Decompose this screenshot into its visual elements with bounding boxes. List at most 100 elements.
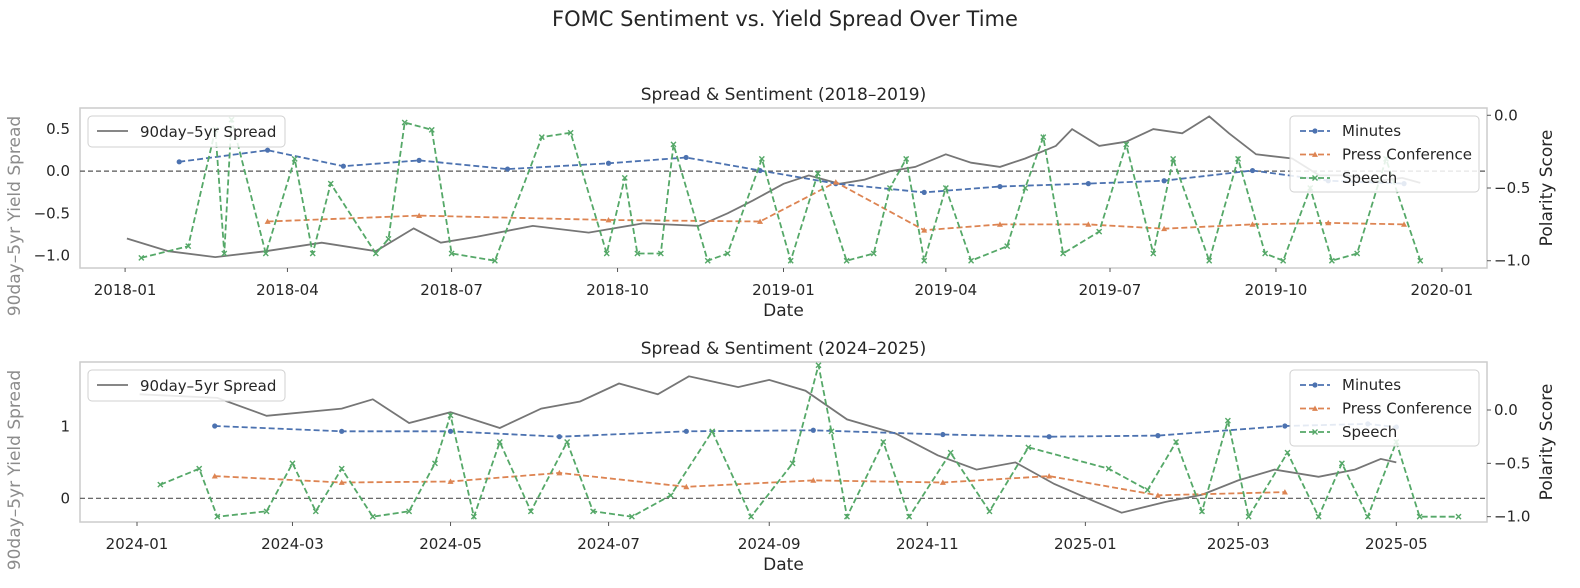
press-conference-point [683, 483, 690, 490]
y-tick-label: −1.0 [34, 246, 70, 264]
legend-marker-press-conference [1312, 405, 1318, 411]
speech-point [1416, 513, 1423, 520]
speech-point [603, 250, 610, 257]
minutes-point [340, 163, 346, 169]
speech-point [724, 250, 731, 257]
speech-point [496, 439, 503, 445]
speech-point [1206, 257, 1213, 264]
speech-point [1173, 439, 1180, 445]
press-conference-point [757, 218, 764, 224]
y2-tick-label: 0.0 [1494, 401, 1518, 419]
speech-point [1245, 513, 1252, 520]
minutes-point [1249, 167, 1256, 174]
speech-point [196, 465, 203, 472]
press-conference-point [556, 469, 563, 476]
speech-point [1144, 487, 1151, 493]
speech-point [1096, 228, 1103, 235]
press-conference-point [211, 473, 218, 479]
minutes-point [1155, 433, 1161, 439]
press-conference-point [1325, 219, 1332, 226]
press-conference-point [996, 221, 1003, 227]
x-tick-label: 2018-04 [256, 281, 319, 299]
minutes-point [1085, 181, 1091, 187]
speech-point [406, 508, 413, 515]
legend-label-minutes: Minutes [1342, 376, 1401, 394]
press-conference-point [832, 179, 839, 185]
speech-point [1262, 250, 1269, 257]
legend-box [1289, 115, 1480, 193]
speech-point [447, 412, 454, 419]
speech-point [527, 508, 534, 515]
speech-point [828, 428, 835, 435]
legend-marker-minutes [1312, 382, 1318, 388]
legend-marker-minutes [1312, 128, 1318, 134]
press-conference-point [1249, 221, 1256, 227]
y-tick-label: 0 [60, 489, 70, 507]
speech-point [185, 243, 192, 250]
y-tick-label: 1 [60, 418, 70, 436]
speech-line [159, 364, 1459, 520]
press-conference-point [338, 479, 345, 485]
legend-marker-press-conference [1312, 151, 1318, 157]
speech-point [634, 250, 641, 257]
minutes-point [416, 157, 422, 163]
minutes-point [683, 154, 689, 161]
speech-point [1004, 243, 1011, 250]
speech-point [327, 180, 334, 187]
legend-marker-speech [1312, 429, 1318, 435]
speech-point [968, 257, 975, 264]
x-tick-label: 2024-03 [261, 535, 324, 553]
y-tick-label: 0.5 [46, 120, 70, 138]
legend-spread: 90day–5yr Spread [87, 115, 286, 148]
speech-point [221, 250, 228, 257]
speech-point [947, 449, 954, 456]
press-conference-line [214, 471, 1285, 497]
speech-point [1284, 449, 1291, 456]
press-conference-point [939, 479, 946, 485]
speech-point [709, 428, 716, 435]
speech-point [843, 257, 850, 264]
speech-point [291, 155, 298, 162]
press-conference-point [1046, 473, 1053, 479]
speech-point [748, 513, 755, 520]
panel-2018-2019: Spread & Sentiment (2018–2019) 2018-01 201… [5, 85, 1557, 321]
speech-point [1025, 444, 1032, 451]
figure-title: FOMC Sentiment vs. Yield Spread Over Tim… [552, 7, 1018, 31]
speech-point [590, 508, 597, 515]
minutes-line [179, 149, 1405, 194]
speech-point [401, 119, 408, 126]
legend-label-press-conference: Press Conference [1342, 146, 1472, 164]
speech-point [1417, 257, 1424, 264]
y2-axis-label: Polarity Score [1537, 384, 1557, 501]
speech-point [903, 155, 910, 162]
speech-point [1123, 141, 1130, 148]
speech-point [338, 465, 345, 472]
x-axis-label: Date [763, 301, 804, 321]
y-tick-label: 0.0 [46, 162, 70, 180]
speech-point [1280, 257, 1287, 264]
minutes-point [683, 428, 689, 434]
legend-label-speech: Speech [1342, 423, 1397, 441]
axes-frame [79, 107, 1488, 269]
subplot-title: Spread & Sentiment (2018–2019) [641, 85, 927, 105]
spread-line [139, 375, 1397, 514]
minutes-point [1046, 434, 1052, 440]
spread-line [126, 115, 1421, 259]
speech-point [870, 250, 877, 257]
speech-point [1354, 250, 1361, 257]
minutes-point [504, 166, 511, 172]
minutes-point [997, 183, 1003, 190]
legend-label-spread: 90day–5yr Spread [140, 377, 276, 395]
legend-label-minutes: Minutes [1342, 122, 1401, 140]
legend-box [87, 369, 286, 402]
speech-point [758, 155, 765, 162]
x-tick-label: 2020-01 [1411, 281, 1474, 299]
legend-label-speech: Speech [1342, 169, 1397, 187]
speech-point [986, 508, 993, 515]
x-tick-label: 2024-01 [106, 535, 169, 553]
speech-point [1060, 250, 1067, 257]
speech-point [1364, 513, 1371, 520]
speech-point [470, 513, 477, 520]
x-tick-label: 2024-11 [896, 535, 959, 553]
